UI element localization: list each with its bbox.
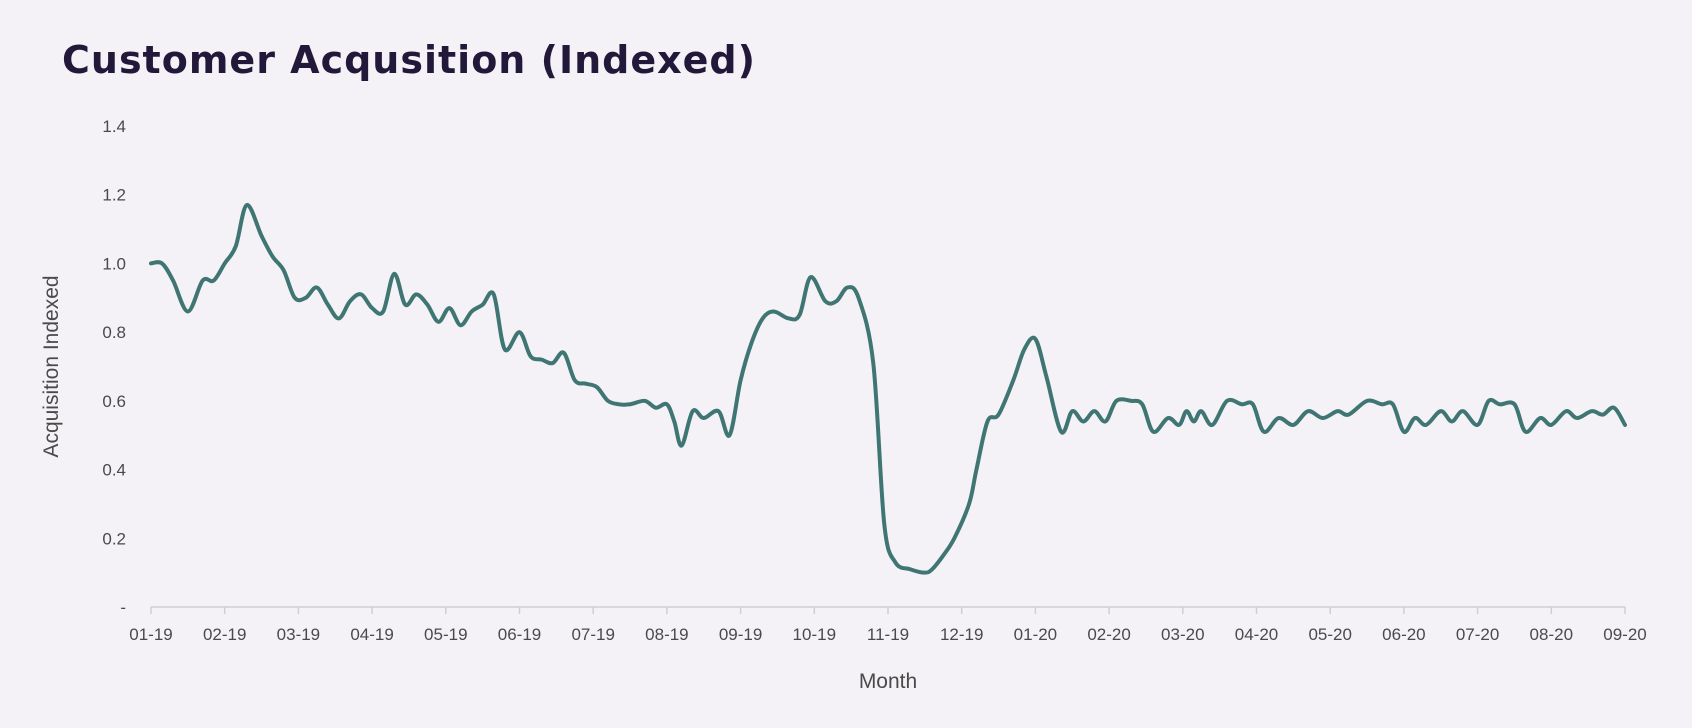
x-tick-label: 04-19 <box>350 625 393 644</box>
x-tick-label: 03-20 <box>1161 625 1204 644</box>
x-tick-label: 01-20 <box>1014 625 1057 644</box>
y-tick-label: 1.0 <box>102 254 126 273</box>
x-tick-label: 07-19 <box>571 625 614 644</box>
y-tick-label: 0.4 <box>102 461 126 480</box>
y-tick-label: 1.2 <box>102 186 126 205</box>
x-tick-label: 07-20 <box>1456 625 1499 644</box>
x-tick-label: 05-20 <box>1308 625 1351 644</box>
series-group <box>149 203 1627 575</box>
y-axis-title: Acquisition Indexed <box>40 275 63 457</box>
x-tick-label: 02-19 <box>203 625 246 644</box>
x-tick-label: 08-20 <box>1530 625 1573 644</box>
x-tick-label: 01-19 <box>129 625 172 644</box>
series-line <box>149 203 1627 575</box>
x-tick-label: 03-19 <box>277 625 320 644</box>
y-tick-label: - <box>120 598 126 617</box>
x-tick-label: 04-20 <box>1235 625 1278 644</box>
x-tick-label: 09-20 <box>1603 625 1646 644</box>
y-tick-label: 1.4 <box>102 117 126 136</box>
x-tick-label: 11-19 <box>867 625 909 644</box>
x-tick-label: 09-19 <box>719 625 762 644</box>
y-tick-label: 0.6 <box>102 392 126 411</box>
x-tick-label: 10-19 <box>793 625 836 644</box>
y-axis: - 0.2 0.4 0.6 0.8 1.0 1.2 1.4 <box>102 117 126 617</box>
chart-title: Customer Acqusition (Indexed) <box>62 38 756 82</box>
y-tick-label: 0.8 <box>102 323 126 342</box>
x-tick-label: 08-19 <box>645 625 688 644</box>
x-tick-label: 05-19 <box>424 625 467 644</box>
x-tick-label: 12-19 <box>940 625 983 644</box>
x-tick-label: 06-20 <box>1382 625 1425 644</box>
x-axis-title: Month <box>859 670 917 693</box>
x-tick-label: 06-19 <box>498 625 541 644</box>
y-tick-label: 0.2 <box>102 529 126 548</box>
x-tick-label: 02-20 <box>1087 625 1130 644</box>
x-axis: 01-19 02-19 03-19 04-19 05-19 06-19 07-19 08-19… <box>129 607 1647 644</box>
